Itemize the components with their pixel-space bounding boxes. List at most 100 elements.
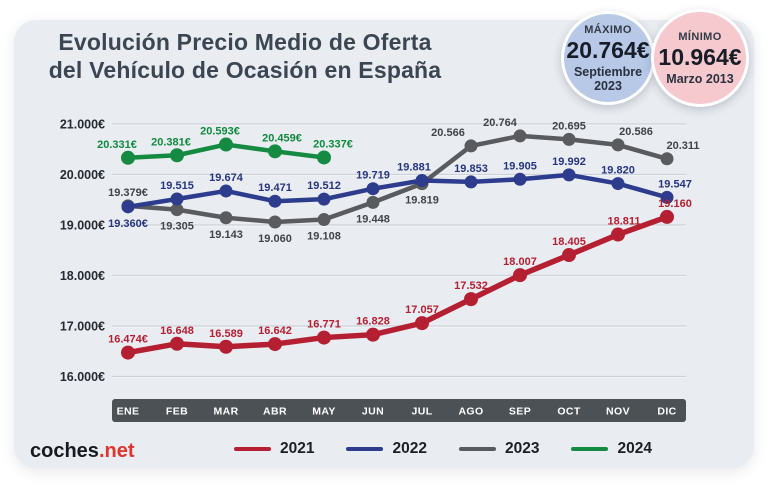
legend-swatch-2023 xyxy=(458,446,496,452)
data-label-2021-may: 16.771 xyxy=(307,319,341,331)
legend-label-2024: 2024 xyxy=(617,440,652,457)
data-label-2022-dic: 19.547 xyxy=(658,178,692,190)
y-axis-tick: 16.000€ xyxy=(60,370,105,384)
data-point-2024-ene xyxy=(121,150,135,165)
x-axis-bar xyxy=(112,399,686,422)
badge-minimum-date: Marzo 2013 xyxy=(666,71,734,86)
data-label-2022-jul: 19.881 xyxy=(397,162,431,174)
data-label-2022-jun: 19.719 xyxy=(356,170,390,182)
data-label-2024-mar: 20.593€ xyxy=(200,126,240,138)
data-label-2023-feb: 19.305 xyxy=(160,221,194,233)
badge-minimum-label: MÍNIMO xyxy=(678,30,722,43)
chart-title-line1: Evolución Precio Medio de Oferta xyxy=(58,29,432,55)
badge-maximum-label: MÁXIMO xyxy=(584,23,632,36)
data-label-2024-abr: 20.459€ xyxy=(262,132,302,144)
series-2021 xyxy=(121,209,674,360)
logo-text-red: net xyxy=(104,440,135,462)
x-axis-month-oct: OCT xyxy=(557,406,581,418)
data-point-2021-ago xyxy=(464,292,478,307)
data-point-2021-nov xyxy=(611,227,625,242)
data-point-2021-abr xyxy=(268,337,282,352)
data-label-2021-nov: 18.811 xyxy=(607,216,640,228)
data-point-2023-ago xyxy=(464,139,478,153)
data-label-2023-oct: 20.695 xyxy=(552,120,586,132)
x-axis-month-may: MAY xyxy=(312,406,336,418)
data-label-2023-abr: 19.060 xyxy=(258,233,292,245)
data-label-2022-ago: 19.853 xyxy=(454,163,488,175)
legend-item-2024: 2024 xyxy=(571,440,652,458)
data-point-2022-oct xyxy=(562,168,576,182)
data-label-2023-dic: 20.311 xyxy=(666,140,699,152)
data-point-2023-mar xyxy=(219,211,233,225)
legend-label-2023: 2023 xyxy=(504,440,540,457)
data-point-2024-mar xyxy=(219,137,233,152)
chart-title: Evolución Precio Medio de Oferta del Veh… xyxy=(40,28,450,84)
series-2024 xyxy=(121,137,331,165)
data-point-2022-may xyxy=(317,192,331,206)
data-label-2021-jun: 16.828 xyxy=(356,316,390,328)
data-label-2023-mar: 19.143 xyxy=(209,229,243,241)
data-point-2021-ene xyxy=(121,345,135,360)
data-label-2022-oct: 19.992 xyxy=(552,156,586,168)
labels-2021: 16.474€ 16.648 16.589 16.642 16.771 16.828 17.… xyxy=(108,198,692,346)
data-point-2022-mar xyxy=(219,184,233,198)
data-label-2023-may: 19.108 xyxy=(307,231,341,243)
data-point-2024-feb xyxy=(170,148,184,163)
data-label-2024-feb: 20.381€ xyxy=(151,136,191,148)
data-label-2021-feb: 16.648 xyxy=(160,325,194,337)
gridlines: 21.000€ 20.000€ 19.000€ 18.000€ 17.000€ 16.00… xyxy=(60,118,686,384)
data-label-2023-jun: 19.448 xyxy=(356,213,390,225)
data-point-2022-feb xyxy=(170,192,184,206)
data-label-2021-ene: 16.474€ xyxy=(108,334,148,346)
data-point-2022-abr xyxy=(268,194,282,208)
data-point-2021-may xyxy=(317,330,331,345)
badge-minimum: MÍNIMO 10.964€ Marzo 2013 xyxy=(651,9,749,107)
x-axis-month-ene: ENE xyxy=(117,406,140,418)
data-label-2023-jul: 19.819 xyxy=(405,195,439,207)
data-label-2022-may: 19.512 xyxy=(307,180,341,192)
data-point-2021-oct xyxy=(562,248,576,263)
coches-net-logo: coches.net xyxy=(30,440,135,463)
y-axis-tick: 21.000€ xyxy=(60,118,105,132)
data-point-2022-ene xyxy=(121,200,135,214)
x-axis-month-ago: AGO xyxy=(458,406,483,418)
x-axis-month-jul: JUL xyxy=(411,406,432,418)
legend-swatch-2022 xyxy=(346,446,384,452)
x-axis-month-jun: JUN xyxy=(362,406,384,418)
x-axis-month-abr: ABR xyxy=(263,406,287,418)
data-point-2022-dic xyxy=(660,190,674,204)
data-point-2023-jun xyxy=(366,195,380,209)
badge-maximum: MÁXIMO 20.764€ Septiembre 2023 xyxy=(561,11,655,105)
legend-item-2022: 2022 xyxy=(346,440,427,458)
data-label-2021-ago: 17.532 xyxy=(454,280,488,292)
data-label-2021-jul: 17.057 xyxy=(405,304,439,316)
y-axis-tick: 17.000€ xyxy=(60,320,105,334)
x-axis: ENE FEB MAR ABR MAY JUN JUL AGO SEP OCT NOV DIC xyxy=(112,399,686,422)
y-axis-tick: 19.000€ xyxy=(60,219,105,233)
data-point-2021-dic xyxy=(660,209,674,224)
data-point-2024-abr xyxy=(268,144,282,159)
data-point-2021-sep xyxy=(513,268,527,283)
data-point-2024-may xyxy=(317,150,331,165)
data-point-2022-ago xyxy=(464,175,478,189)
chart-title-line2: del Vehículo de Ocasión en España xyxy=(48,57,442,84)
data-label-2022-abr: 19.471 xyxy=(258,182,292,194)
data-label-2021-sep: 18.007 xyxy=(503,256,537,268)
legend-label-2022: 2022 xyxy=(392,440,427,457)
data-point-2022-nov xyxy=(611,177,625,191)
y-axis-tick: 18.000€ xyxy=(60,269,105,283)
data-point-2023-dic xyxy=(660,152,674,166)
x-axis-month-sep: SEP xyxy=(509,406,531,418)
x-axis-month-nov: NOV xyxy=(606,406,630,418)
badge-maximum-value: 20.764€ xyxy=(566,36,650,63)
data-label-2023-sep: 20.764 xyxy=(483,117,518,129)
data-label-2021-dic: 19.160 xyxy=(658,198,692,210)
data-point-2023-sep xyxy=(513,129,527,143)
x-axis-month-mar: MAR xyxy=(213,406,238,418)
data-point-2023-feb xyxy=(170,203,184,217)
chart-legend: 2021 2022 2023 2024 xyxy=(234,440,652,458)
legend-swatch-2021 xyxy=(234,446,271,452)
data-point-2021-jun xyxy=(366,327,380,342)
legend-swatch-2024 xyxy=(571,446,609,452)
